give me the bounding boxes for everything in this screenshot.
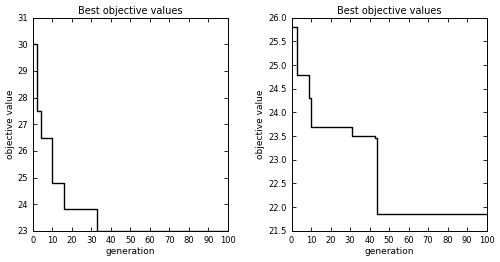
Title: Best objective values: Best objective values bbox=[78, 6, 182, 15]
X-axis label: generation: generation bbox=[364, 247, 414, 256]
X-axis label: generation: generation bbox=[106, 247, 155, 256]
Y-axis label: objective value: objective value bbox=[256, 90, 266, 159]
Y-axis label: objective value: objective value bbox=[6, 90, 15, 159]
Title: Best objective values: Best objective values bbox=[337, 6, 442, 15]
